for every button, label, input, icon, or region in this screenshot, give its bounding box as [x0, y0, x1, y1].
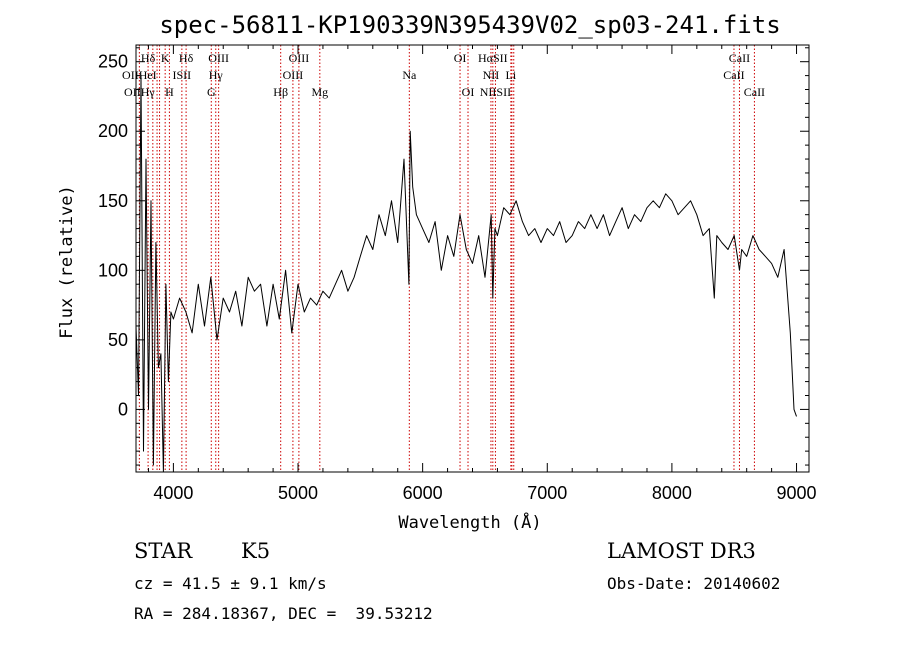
- object-class: STAR: [134, 539, 193, 563]
- line-label: OIII: [289, 51, 310, 65]
- x-tick-label: 9000: [777, 483, 817, 503]
- line-label: OIIHγ: [124, 85, 155, 99]
- line-label: OIII: [283, 68, 304, 82]
- flux-series-line: [135, 75, 797, 473]
- line-label: Hδ: [179, 51, 194, 65]
- y-tick-label: 250: [98, 52, 128, 72]
- object-subclass: K5: [241, 539, 271, 563]
- line-label: OIII: [208, 51, 229, 65]
- y-tick-label: 0: [118, 399, 128, 419]
- line-label: Hγ: [209, 68, 224, 82]
- observation-date: Obs-Date: 20140602: [607, 574, 781, 593]
- line-label: Hβ: [273, 85, 288, 99]
- line-label: K: [161, 51, 170, 65]
- line-label: CaII: [723, 68, 744, 82]
- x-tick-label: 8000: [652, 483, 692, 503]
- line-label: Mg: [311, 85, 328, 99]
- line-label: G: [207, 85, 216, 99]
- y-tick-label: 100: [98, 260, 128, 280]
- redshift-velocity: cz = 41.5 ± 9.1 km/s: [134, 574, 327, 593]
- survey-release: LAMOST DR3: [607, 539, 756, 563]
- y-axis-ticks: 0 50 100 150 200 250: [98, 47, 809, 466]
- y-tick-label: 150: [98, 191, 128, 211]
- x-tick-label: 5000: [278, 483, 318, 503]
- line-label: Hδ: [141, 51, 156, 65]
- line-label: OI: [454, 51, 467, 65]
- line-label: HαSII: [478, 51, 508, 65]
- line-label: CaII: [729, 51, 750, 65]
- x-tick-label: 4000: [153, 483, 193, 503]
- plot-frame: [135, 44, 810, 473]
- y-axis-label: Flux (relative): [57, 185, 77, 339]
- y-tick-label: 200: [98, 121, 128, 141]
- chart-title: spec-56811-KP190339N395439V02_sp03-241.f…: [159, 11, 780, 39]
- line-label: H: [165, 85, 174, 99]
- x-tick-label: 6000: [403, 483, 443, 503]
- line-label: CaII: [744, 85, 765, 99]
- x-tick-label: 7000: [527, 483, 567, 503]
- line-label: Na: [402, 68, 417, 82]
- line-label: OIIHeI: [122, 68, 157, 82]
- x-axis-label: Wavelength (Å): [398, 511, 541, 533]
- line-label: NII: [483, 68, 500, 82]
- line-label: Li: [506, 68, 517, 82]
- line-label: OI: [462, 85, 475, 99]
- y-tick-label: 50: [108, 330, 128, 350]
- emission-line-markers: [138, 45, 755, 472]
- x-axis-ticks: 4000 5000 6000 7000 8000 9000: [147, 45, 817, 503]
- line-label: NIISII: [480, 85, 511, 99]
- line-label: ISII: [173, 68, 192, 82]
- ra-dec-coordinates: RA = 284.18367, DEC = 39.53212: [134, 604, 433, 623]
